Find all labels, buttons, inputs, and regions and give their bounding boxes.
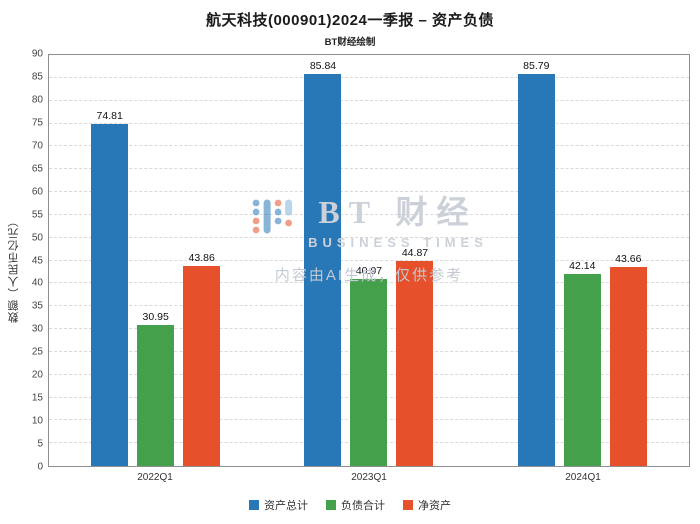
bar-group: 85.84 40.97 44.87 [262, 55, 475, 466]
y-tick-label: 70 [31, 140, 43, 152]
gridline [49, 259, 689, 261]
x-axis-labels: 2022Q1 2023Q1 2024Q1 [48, 467, 690, 483]
bar-group: 85.79 42.14 43.66 [476, 55, 689, 466]
gridline [49, 213, 689, 215]
bar [563, 273, 601, 466]
bar-groups: 74.81 30.95 43.86 85.84 40.97 44.87 85.79 42.14… [49, 55, 689, 466]
bar-value-label: 74.81 [96, 110, 123, 123]
bar-value-label: 85.79 [523, 60, 550, 73]
bar-wrap: 85.79 [517, 55, 555, 466]
bar-wrap: 74.81 [91, 55, 129, 466]
y-tick-label: 50 [31, 232, 43, 244]
y-tick-label: 65 [31, 163, 43, 175]
bar-wrap: 43.86 [183, 55, 221, 466]
plot-area: BT 财经 BUSINESS TIMES 内容由AI生成，仅供参考 74.81 3… [48, 54, 690, 467]
y-tick-label: 10 [31, 415, 43, 427]
y-tick-label: 55 [31, 209, 43, 221]
legend-label: 净资产 [418, 500, 451, 512]
bar-value-label: 40.97 [355, 264, 383, 277]
legend-swatch [326, 500, 336, 510]
y-tick-label: 15 [31, 392, 43, 404]
bar-wrap: 40.97 [350, 55, 388, 466]
bar-wrap: 44.87 [396, 55, 434, 466]
y-tick-label: 35 [31, 300, 43, 312]
bar [183, 265, 221, 466]
gridline [49, 76, 689, 78]
y-axis-ticks: 0 5 10 15 20 25 30 35 40 45 50 55 60 65 70 75 80 85 90 [22, 49, 48, 473]
bar [304, 74, 342, 466]
bar [517, 74, 555, 466]
legend-item: 资产总计 [249, 497, 308, 513]
x-tick-label: 2023Q1 [351, 472, 387, 483]
y-tick-label: 20 [31, 369, 43, 381]
y-tick-label: 85 [31, 71, 43, 83]
y-tick-label: 90 [31, 48, 43, 60]
plot-column: BT 财经 BUSINESS TIMES 内容由AI生成，仅供参考 74.81 3… [48, 54, 690, 483]
bar [137, 324, 175, 466]
chart-subtitle: BT财经绘制 [324, 37, 376, 48]
bar-value-label: 85.84 [309, 60, 337, 72]
gridline [49, 122, 689, 124]
x-tick-label: 2022Q1 [137, 472, 173, 483]
bar-value-label: 43.66 [615, 252, 642, 265]
y-tick-label: 25 [31, 346, 43, 358]
chart-title: 航天科技(000901)2024一季报 – 资产负债 [205, 12, 495, 29]
legend-label: 资产总计 [264, 500, 308, 512]
y-tick-label: 40 [31, 277, 43, 289]
y-axis-label: 数额（人民币亿元） [8, 214, 20, 323]
y-tick-label: 80 [31, 94, 43, 106]
gridline [49, 145, 689, 147]
bar-wrap: 30.95 [137, 55, 175, 466]
bar [91, 124, 129, 466]
y-tick-label: 60 [31, 186, 43, 198]
y-tick-label: 30 [31, 323, 43, 335]
y-axis-label-column: 数额（人民币亿元） [6, 54, 22, 483]
bar-value-label: 42.14 [569, 259, 596, 272]
gridline [49, 191, 689, 193]
y-tick-label: 45 [31, 255, 43, 266]
bar-wrap: 42.14 [563, 55, 601, 466]
legend-swatch [249, 500, 259, 510]
y-tick-label: 0 [37, 461, 43, 473]
gridline [49, 99, 689, 101]
y-tick-label: 5 [37, 438, 43, 450]
legend-item: 净资产 [403, 497, 451, 513]
chart-legend: 资产总计 负债合计 净资产 [0, 497, 700, 513]
bar [609, 266, 647, 466]
bar-value-label: 30.95 [142, 310, 169, 323]
bar-wrap: 43.66 [609, 55, 647, 466]
bar-value-label: 43.86 [188, 251, 215, 264]
bar-wrap: 85.84 [304, 55, 342, 466]
bar [350, 278, 388, 466]
x-tick-label: 2024Q1 [565, 472, 601, 483]
bar [396, 261, 434, 466]
y-tick-label: 75 [31, 117, 43, 129]
chart-body: 数额（人民币亿元） 0 5 10 15 20 25 30 35 40 45 50 55 60 65 70 75… [6, 49, 690, 483]
legend-item: 负债合计 [326, 497, 385, 513]
bar-value-label: 44.87 [401, 247, 429, 260]
legend-label: 负债合计 [341, 500, 385, 512]
gridline [49, 236, 689, 238]
gridline [49, 168, 689, 170]
bar-group: 74.81 30.95 43.86 [49, 55, 262, 466]
legend-swatch [403, 500, 413, 510]
